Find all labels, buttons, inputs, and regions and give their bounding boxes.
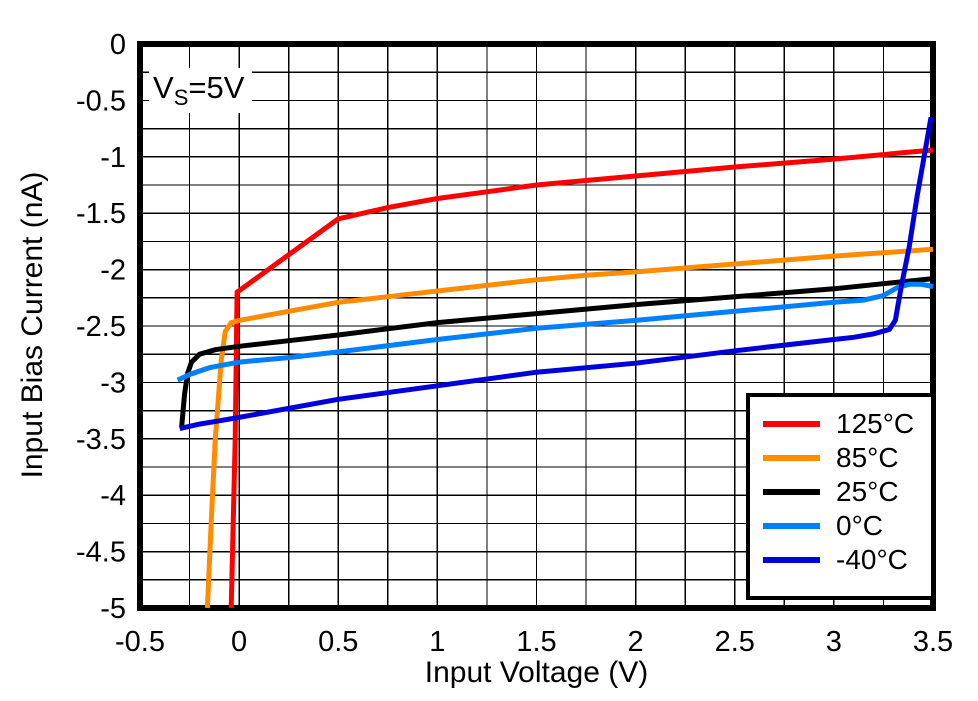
annotation-prefix: V bbox=[153, 70, 174, 105]
x-tick-label: 3.5 bbox=[913, 626, 953, 658]
x-tick-label: 0 bbox=[231, 626, 247, 658]
legend-label: -40°C bbox=[836, 544, 908, 575]
x-tick-label: 2 bbox=[628, 626, 644, 658]
legend-label: 25°C bbox=[836, 476, 899, 507]
legend-item: 125°C bbox=[763, 407, 931, 441]
legend-item: 85°C bbox=[763, 441, 931, 475]
legend-line-swatch bbox=[763, 557, 820, 563]
legend-item: -40°C bbox=[763, 543, 931, 577]
legend-item: 25°C bbox=[763, 475, 931, 509]
y-tick-label: -5 bbox=[100, 593, 126, 625]
curve-40C bbox=[179, 116, 934, 432]
x-tick-label: -0.5 bbox=[115, 626, 165, 658]
x-tick-label: 2.5 bbox=[715, 626, 755, 658]
y-tick-label: -2 bbox=[100, 255, 126, 287]
x-tick-label: 1.5 bbox=[516, 626, 556, 658]
y-tick-label: -1.5 bbox=[76, 198, 126, 230]
curve-0C bbox=[176, 281, 934, 383]
legend-label: 125°C bbox=[836, 408, 915, 439]
x-tick-label: 3 bbox=[826, 626, 842, 658]
legend-line-swatch bbox=[763, 489, 820, 495]
y-tick-label: -1 bbox=[100, 142, 126, 174]
y-axis-title: Input Bias Current (nA) bbox=[16, 171, 49, 479]
legend-line-swatch bbox=[763, 455, 820, 461]
x-axis-title: Input Voltage (V) bbox=[424, 656, 649, 689]
y-tick-label: -3.5 bbox=[76, 424, 126, 456]
curve-125C bbox=[228, 147, 934, 609]
annotation-subscript: S bbox=[173, 85, 189, 110]
y-tick-label: -0.5 bbox=[76, 85, 126, 117]
annotation-suffix: =5V bbox=[188, 70, 245, 105]
y-tick-label: 0 bbox=[110, 29, 126, 61]
legend-line-swatch bbox=[763, 523, 820, 529]
legend-line-swatch bbox=[763, 421, 820, 427]
y-tick-label: -4.5 bbox=[76, 537, 126, 569]
x-tick-label: 0.5 bbox=[318, 626, 358, 658]
curve-25C bbox=[179, 276, 934, 428]
supply-voltage-annotation: VS=5V bbox=[149, 68, 253, 113]
plot-frame bbox=[137, 41, 936, 611]
legend-label: 85°C bbox=[836, 442, 899, 473]
curve-85C bbox=[204, 246, 934, 609]
legend-label: 0°C bbox=[836, 510, 883, 541]
y-tick-label: -4 bbox=[100, 480, 126, 512]
y-tick-label: -3 bbox=[100, 367, 126, 399]
legend: 125°C 85°C 25°C 0°C -40°C bbox=[746, 393, 935, 600]
legend-item: 0°C bbox=[763, 509, 931, 543]
x-tick-label: 1 bbox=[429, 626, 445, 658]
y-tick-label: -2.5 bbox=[76, 311, 126, 343]
